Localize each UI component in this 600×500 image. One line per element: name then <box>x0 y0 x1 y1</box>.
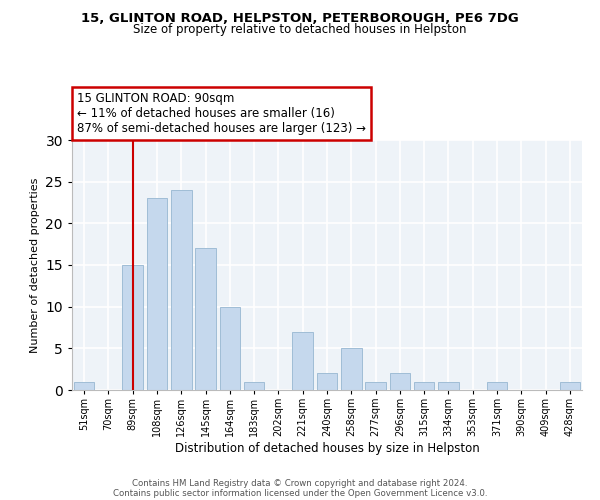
Bar <box>341 348 362 390</box>
Bar <box>317 374 337 390</box>
Bar <box>195 248 216 390</box>
Y-axis label: Number of detached properties: Number of detached properties <box>30 178 40 352</box>
Text: 15 GLINTON ROAD: 90sqm
← 11% of detached houses are smaller (16)
87% of semi-det: 15 GLINTON ROAD: 90sqm ← 11% of detached… <box>77 92 366 135</box>
Text: Size of property relative to detached houses in Helpston: Size of property relative to detached ho… <box>133 22 467 36</box>
Bar <box>560 382 580 390</box>
Text: Contains public sector information licensed under the Open Government Licence v3: Contains public sector information licen… <box>113 488 487 498</box>
Bar <box>365 382 386 390</box>
Text: 15, GLINTON ROAD, HELPSTON, PETERBOROUGH, PE6 7DG: 15, GLINTON ROAD, HELPSTON, PETERBOROUGH… <box>81 12 519 26</box>
Bar <box>487 382 508 390</box>
Bar <box>414 382 434 390</box>
Bar <box>74 382 94 390</box>
Bar <box>122 265 143 390</box>
Text: Contains HM Land Registry data © Crown copyright and database right 2024.: Contains HM Land Registry data © Crown c… <box>132 478 468 488</box>
Bar <box>389 374 410 390</box>
Bar <box>146 198 167 390</box>
Bar <box>220 306 240 390</box>
Bar <box>244 382 265 390</box>
Bar <box>292 332 313 390</box>
Bar <box>171 190 191 390</box>
Bar <box>438 382 459 390</box>
X-axis label: Distribution of detached houses by size in Helpston: Distribution of detached houses by size … <box>175 442 479 455</box>
